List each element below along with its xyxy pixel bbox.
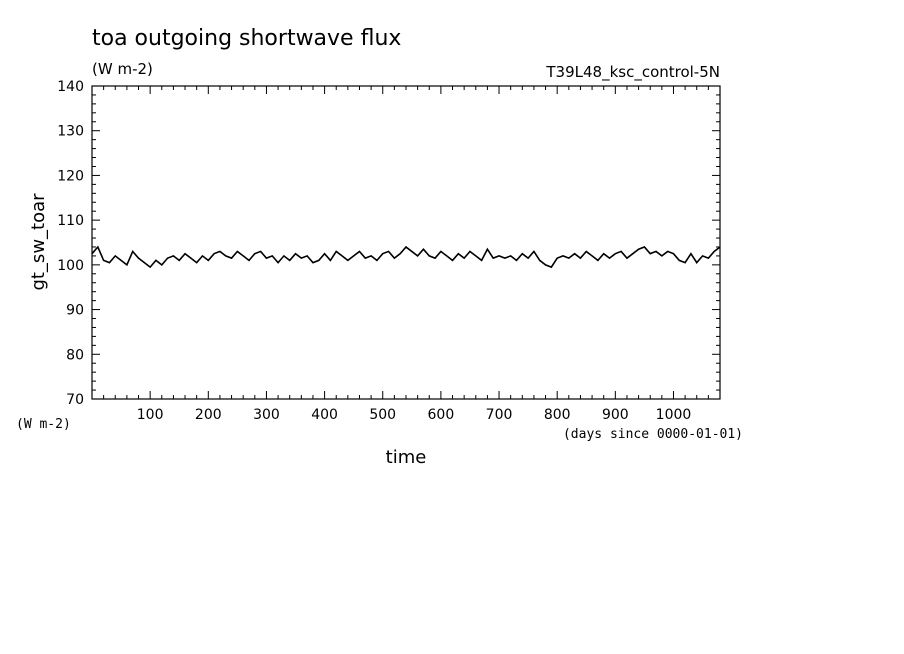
x-tick-label: 700 bbox=[486, 407, 513, 423]
x-tick-label: 500 bbox=[369, 407, 396, 423]
y-tick-labels: 70 80 90 100 110 120 130 140 bbox=[57, 79, 84, 408]
y-tick-label: 70 bbox=[66, 392, 84, 408]
y-tick-label: 140 bbox=[57, 79, 84, 95]
y-tick-label: 90 bbox=[66, 303, 84, 319]
x-tick-label: 900 bbox=[602, 407, 629, 423]
x-tick-label: 100 bbox=[137, 407, 164, 423]
x-tick-labels: 100 200 300 400 500 600 700 800 900 1000 bbox=[137, 407, 692, 423]
x-tick-label: 1000 bbox=[656, 407, 692, 423]
y-tick-label: 100 bbox=[57, 258, 84, 274]
axis-ticks bbox=[92, 85, 720, 400]
x-tick-label: 400 bbox=[311, 407, 338, 423]
x-tick-label: 200 bbox=[195, 407, 222, 423]
x-axis-units: (days since 0000-01-01) bbox=[563, 427, 743, 442]
y-axis-units: (W m-2) bbox=[16, 417, 71, 432]
y-axis-label: gt_sw_toar bbox=[28, 193, 49, 291]
chart-title: toa outgoing shortwave flux bbox=[92, 26, 401, 51]
x-tick-label: 600 bbox=[428, 407, 455, 423]
y-tick-label: 130 bbox=[57, 124, 84, 140]
chart-units: (W m-2) bbox=[92, 60, 153, 78]
x-axis-label: time bbox=[386, 447, 427, 468]
experiment-label: T39L48_ksc_control-5N bbox=[545, 63, 720, 82]
x-tick-label: 800 bbox=[544, 407, 571, 423]
y-tick-label: 110 bbox=[57, 213, 84, 229]
y-tick-label: 80 bbox=[66, 347, 84, 363]
y-tick-label: 120 bbox=[57, 168, 84, 184]
plot-frame bbox=[91, 85, 721, 400]
series-line bbox=[91, 245, 721, 269]
x-tick-label: 300 bbox=[253, 407, 280, 423]
